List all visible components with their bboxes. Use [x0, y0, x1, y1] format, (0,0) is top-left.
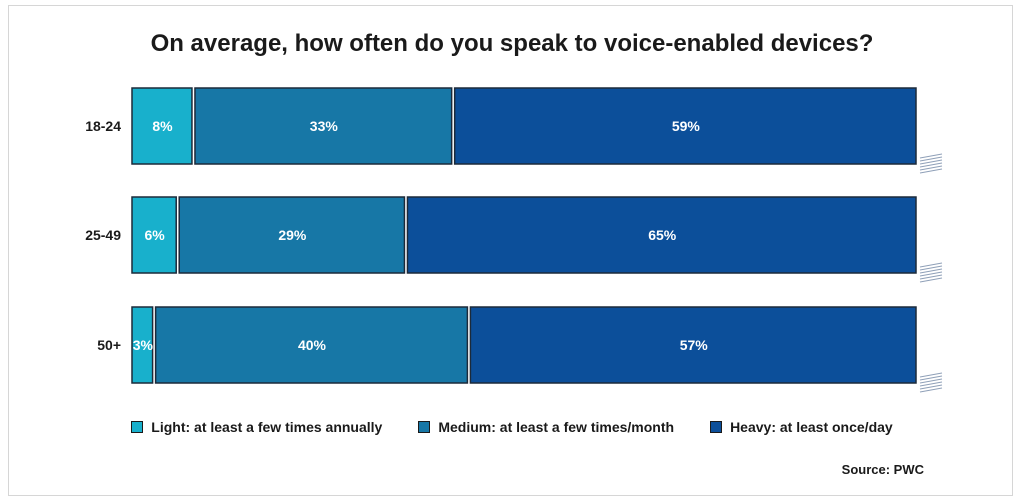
bar-hatch-2-5: [919, 387, 943, 393]
bar-hatch-0-3: [919, 162, 943, 168]
bar-segment-1-2: [406, 196, 917, 274]
legend-swatch-medium: [418, 421, 431, 433]
legend-label-light: Light: at least a few times annually: [151, 419, 383, 435]
category-label-1: 25-49: [85, 227, 121, 243]
bar-segment-2-1: [154, 306, 469, 384]
bar-segment-0-2: [453, 87, 917, 165]
legend-label-medium: Medium: at least a few times/month: [438, 419, 675, 435]
bar-value-label-1-1: 29%: [278, 227, 307, 243]
legend: Light: at least a few times annually Med…: [0, 419, 1024, 435]
bar-hatch-1-5: [919, 277, 943, 283]
bar-segment-0-0: [131, 87, 193, 165]
bar-value-label-0-0: 8%: [152, 118, 173, 134]
bar-hatch-2-2: [919, 378, 943, 384]
bar-value-label-1-0: 6%: [144, 227, 165, 243]
legend-item-medium: Medium: at least a few times/month: [418, 419, 674, 435]
bar-segment-2-0: [131, 306, 154, 384]
bar-value-label-1-2: 65%: [648, 227, 677, 243]
bar-hatch-0-1: [919, 156, 943, 162]
bar-hatch-2-1: [919, 375, 943, 381]
legend-swatch-heavy: [710, 421, 723, 433]
category-label-2: 50+: [97, 337, 121, 353]
chart-frame: [8, 5, 1013, 496]
bar-hatch-1-2: [919, 268, 943, 274]
legend-swatch-light: [131, 421, 144, 433]
bar-segment-1-0: [131, 196, 177, 274]
bar-value-label-2-1: 40%: [298, 337, 327, 353]
bar-hatch-1-0: [919, 262, 943, 268]
bar-hatch-1-3: [919, 271, 943, 277]
legend-label-heavy: Heavy: at least once/day: [730, 419, 893, 435]
source-note: Source: PWC: [841, 462, 924, 477]
bar-segment-1-1: [178, 196, 406, 274]
chart-title: On average, how often do you speak to vo…: [150, 30, 874, 57]
legend-item-heavy: Heavy: at least once/day: [710, 419, 893, 435]
bar-hatch-0-0: [919, 153, 943, 159]
bar-value-label-0-2: 59%: [672, 118, 701, 134]
bar-value-label-0-1: 33%: [310, 118, 339, 134]
bar-hatch-2-0: [919, 372, 943, 378]
bar-hatch-0-4: [919, 165, 943, 171]
bar-hatch-0-5: [919, 168, 943, 174]
legend-item-light: Light: at least a few times annually: [131, 419, 382, 435]
bar-segment-2-2: [469, 306, 917, 384]
category-label-0: 18-24: [85, 118, 121, 134]
bar-value-label-2-0: 3%: [133, 337, 154, 353]
bar-hatch-2-3: [919, 381, 943, 387]
bar-hatch-1-1: [919, 265, 943, 271]
bar-value-label-2-2: 57%: [680, 337, 709, 353]
bar-hatch-0-2: [919, 159, 943, 165]
bar-hatch-1-4: [919, 274, 943, 280]
bar-hatch-2-4: [919, 384, 943, 390]
bar-segment-0-1: [194, 87, 453, 165]
